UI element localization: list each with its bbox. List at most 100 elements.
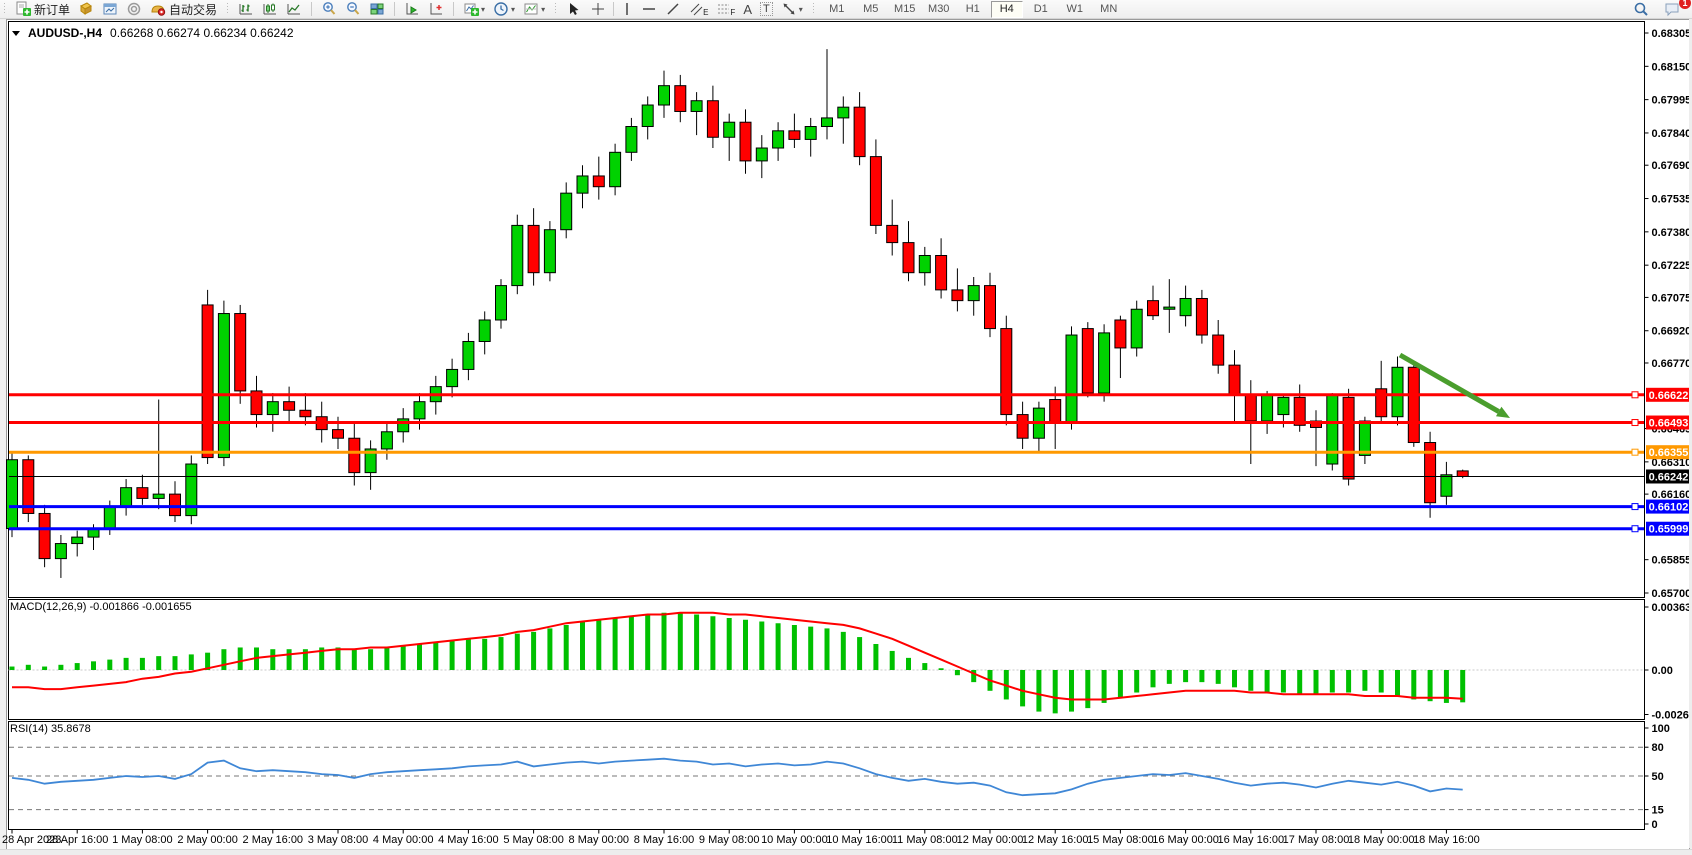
line-handle[interactable]: [1632, 504, 1638, 510]
price-tick-label: 0.67840: [1652, 128, 1692, 140]
date-tick-label: 17 May 08:00: [1283, 834, 1350, 846]
date-tick-label: 2 May 00:00: [177, 834, 238, 846]
bearish-candle: [1343, 397, 1354, 479]
date-tick-label: 4 May 16:00: [438, 834, 499, 846]
bullish-candle: [398, 419, 409, 432]
date-tick-label: 9 May 08:00: [699, 834, 760, 846]
line-handle[interactable]: [1632, 449, 1638, 455]
chart-ohlc-readout: 0.66268 0.66274 0.66234 0.66242: [110, 26, 294, 40]
bullish-candle: [822, 118, 833, 127]
bullish-candle: [218, 314, 229, 458]
bearish-candle: [1376, 389, 1387, 417]
date-tick-label: 10 May 00:00: [761, 834, 828, 846]
date-tick-label: 12 May 16:00: [1022, 834, 1089, 846]
bearish-candle: [985, 286, 996, 329]
bullish-candle: [1180, 298, 1191, 315]
price-tick-label: 0.67380: [1652, 227, 1692, 239]
date-tick-label: 10 May 16:00: [826, 834, 893, 846]
bullish-candle: [1262, 395, 1273, 421]
bullish-candle: [267, 402, 278, 415]
date-tick-label: 8 May 16:00: [634, 834, 695, 846]
bullish-candle: [1131, 309, 1142, 348]
date-tick-label: 3 May 08:00: [308, 834, 369, 846]
price-tick-label: 0.67225: [1652, 260, 1692, 272]
price-flag-label: 0.66102: [1649, 502, 1689, 514]
bullish-candle: [968, 286, 979, 301]
price-tick-label: 0.67690: [1652, 160, 1692, 172]
bearish-candle: [349, 438, 360, 472]
bearish-candle: [854, 107, 865, 156]
macd-name: MACD(12,26,9): [10, 601, 86, 613]
bearish-candle: [870, 157, 881, 226]
macd-tick-label: 0.003635: [1652, 602, 1692, 614]
price-tick-label: 0.67995: [1652, 95, 1692, 107]
macd-values: -0.001866 -0.001655: [89, 601, 191, 613]
price-flag-label: 0.66493: [1649, 418, 1689, 430]
bearish-candle: [39, 513, 50, 558]
chart-menu-arrow-icon[interactable]: [12, 31, 20, 36]
date-tick-label: 16 May 00:00: [1152, 834, 1219, 846]
date-tick-label: 18 May 00:00: [1348, 834, 1415, 846]
price-tick-label: 0.68305: [1652, 28, 1692, 40]
date-tick-label: 28 Apr 16:00: [46, 834, 108, 846]
bullish-candle: [642, 105, 653, 126]
bullish-candle: [1392, 367, 1403, 416]
line-handle[interactable]: [1632, 526, 1638, 532]
bullish-candle: [1066, 335, 1077, 423]
bullish-candle: [756, 148, 767, 161]
bullish-candle: [838, 107, 849, 118]
bearish-candle: [903, 243, 914, 273]
date-tick-label: 18 May 16:00: [1413, 834, 1480, 846]
price-tick-label: 0.67075: [1652, 292, 1692, 304]
price-flag-label: 0.66622: [1649, 390, 1689, 402]
price-flag-label: 0.66355: [1649, 447, 1689, 459]
bearish-candle: [887, 225, 898, 242]
macd-tick-label: -0.00263: [1652, 710, 1692, 722]
bearish-candle: [593, 176, 604, 187]
price-tick-label: 0.65700: [1652, 588, 1692, 600]
bullish-candle: [773, 131, 784, 148]
bearish-candle: [1001, 329, 1012, 415]
price-tick-label: 0.68150: [1652, 61, 1692, 73]
bearish-candle: [707, 101, 718, 138]
bullish-candle: [626, 127, 637, 153]
bearish-candle: [284, 402, 295, 411]
bullish-candle: [691, 101, 702, 112]
price-tick-label: 0.65855: [1652, 555, 1692, 567]
bullish-candle: [1359, 421, 1370, 455]
bearish-candle: [1082, 329, 1093, 393]
price-flag-label: 0.65999: [1649, 524, 1689, 536]
price-tick-label: 0.66920: [1652, 326, 1692, 338]
rsi-tick-label: 0: [1652, 819, 1658, 831]
bullish-candle: [919, 255, 930, 272]
bearish-candle: [936, 255, 947, 289]
price-tick-label: 0.66770: [1652, 358, 1692, 370]
rsi-tick-label: 80: [1652, 742, 1664, 754]
rsi-name: RSI(14): [10, 723, 48, 735]
chart-symbol-period: AUDUSD-,H4: [28, 26, 102, 40]
bullish-candle: [414, 402, 425, 419]
bullish-candle: [55, 544, 66, 559]
price-tick-label: 0.67535: [1652, 194, 1692, 206]
bearish-candle: [1196, 298, 1207, 335]
bullish-candle: [7, 460, 18, 529]
bearish-candle: [1229, 365, 1240, 395]
line-handle[interactable]: [1632, 420, 1638, 426]
chart-title-bar: AUDUSD-,H4 0.66268 0.66274 0.66234 0.662…: [12, 26, 294, 40]
bullish-candle: [479, 320, 490, 341]
bearish-candle: [1457, 471, 1468, 477]
bullish-candle: [104, 507, 115, 528]
bearish-candle: [1017, 415, 1028, 439]
rsi-indicator-label: RSI(14) 35.8678: [10, 723, 91, 735]
bearish-candle: [1213, 335, 1224, 365]
rsi-tick-label: 15: [1652, 805, 1664, 817]
rsi-tick-label: 100: [1652, 723, 1670, 735]
bullish-candle: [512, 225, 523, 285]
bullish-candle: [447, 369, 458, 386]
line-handle[interactable]: [1632, 392, 1638, 398]
bullish-candle: [121, 488, 132, 507]
bullish-candle: [1327, 395, 1338, 464]
date-tick-label: 11 May 08:00: [892, 834, 958, 846]
bullish-candle: [805, 127, 816, 140]
